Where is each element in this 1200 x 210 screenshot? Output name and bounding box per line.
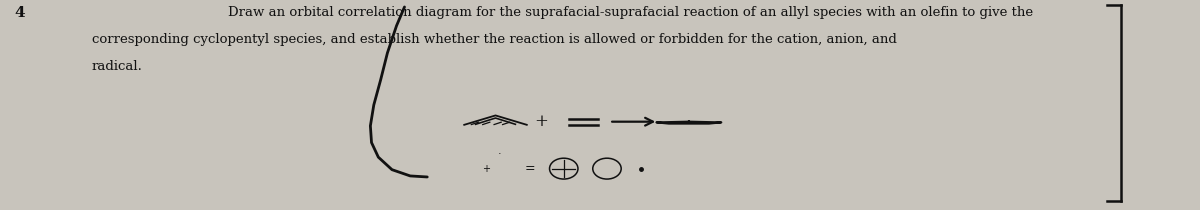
Text: radical.: radical. (91, 60, 143, 73)
Text: Draw an orbital correlation diagram for the suprafacial-suprafacial reaction of : Draw an orbital correlation diagram for … (228, 6, 1033, 19)
Text: ·: · (498, 149, 502, 159)
Text: +: + (482, 164, 491, 174)
Text: corresponding cyclopentyl species, and establish whether the reaction is allowed: corresponding cyclopentyl species, and e… (91, 33, 896, 46)
Text: +: + (534, 113, 548, 130)
Text: =: = (524, 162, 535, 175)
Text: 4: 4 (14, 6, 25, 20)
